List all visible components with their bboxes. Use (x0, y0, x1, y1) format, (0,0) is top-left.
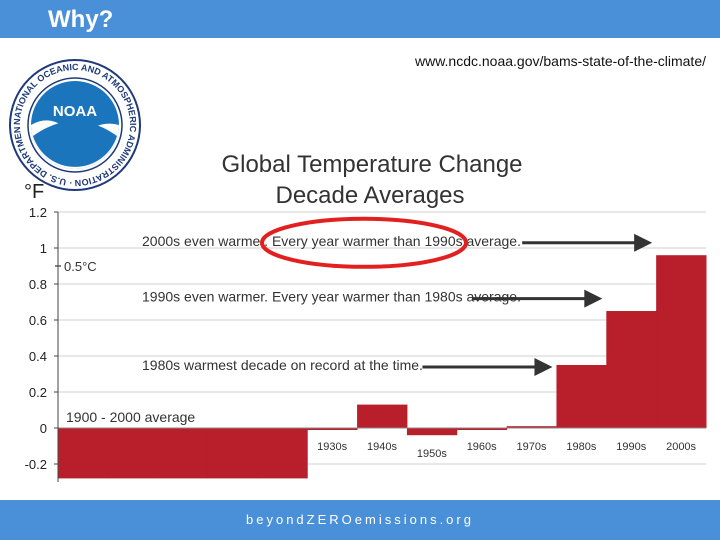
chart-title-line1: Global Temperature Change (221, 151, 522, 178)
bar-1900s (157, 428, 209, 479)
bar-1880s (58, 428, 109, 479)
temperature-chart: 1930s 1940s 1950s 1960s 1970s 1980s 1990s 2000s… (24, 151, 707, 482)
bar-2000s (656, 255, 707, 428)
x-tick-label: 1940s (367, 441, 397, 453)
x-tick-label: 1930s (317, 441, 347, 453)
bar-1990s (606, 311, 657, 428)
bar-1920s (257, 428, 308, 479)
celsius-marker-label: 0.5°C (64, 259, 97, 274)
annotation-text: 1980s warmest decade on record at the ti… (142, 357, 423, 373)
annotations: 1900 - 2000 average 0.5°C 2000s even warme… (55, 216, 653, 425)
y-axis-unit-label: °F (24, 181, 44, 203)
y-tick-label: -0.2 (25, 457, 47, 472)
bar-1980s (556, 365, 607, 428)
y-tick-label: 1 (40, 241, 47, 256)
chart-title-line2: Decade Averages (275, 182, 464, 209)
baseline-label: 1900 - 2000 average (66, 409, 195, 425)
y-tick-label: 0.6 (29, 313, 47, 328)
source-url[interactable]: www.ncdc.noaa.gov/bams-state-of-the-clim… (414, 53, 706, 69)
footer-bar: beyondZEROemissions.org (0, 500, 720, 540)
x-tick-label: 1970s (517, 441, 547, 453)
bar-1910s (207, 428, 258, 479)
y-tick-label: 0 (40, 421, 47, 436)
annotation-text: 2000s even warmer. Every year warmer tha… (142, 233, 521, 249)
x-tick-label: 1980s (566, 441, 596, 453)
annotation-text: 1990s even warmer. Every year warmer tha… (142, 289, 521, 305)
x-tick-label: 1960s (467, 441, 497, 453)
y-tick-label: 0.8 (29, 277, 47, 292)
annotation-arrow-head (584, 289, 603, 308)
bar-1950s (406, 428, 458, 436)
footer-website[interactable]: beyondZEROemissions.org (246, 512, 474, 527)
bar-1930s (307, 428, 358, 430)
slide-title: Why? (48, 6, 114, 33)
x-tick-label: 2000s (666, 441, 696, 453)
y-tick-label: 1.2 (29, 205, 47, 220)
bars: 1930s 1940s 1950s 1960s 1970s 1980s 1990s 2000s (58, 255, 707, 479)
bar-1940s (357, 404, 408, 428)
header-bar (0, 0, 720, 38)
y-tick-label: 0.4 (29, 349, 47, 364)
y-tick-label: 0.2 (29, 385, 47, 400)
logo-center-text: NOAA (53, 103, 97, 120)
annotation-arrow-head (534, 358, 553, 376)
noaa-logo-icon: NATIONAL OCEANIC AND ATMOSPHERIC ADMINIS… (8, 58, 141, 191)
annotation-arrow-head (634, 233, 653, 252)
highlight-circle (260, 216, 468, 269)
x-tick-label: 1950s (417, 448, 447, 460)
bar-1890s (107, 428, 159, 479)
x-tick-label: 1990s (616, 441, 646, 453)
bar-1960s (456, 428, 508, 430)
y-axis: -0.2 0 0.2 0.4 0.6 0.8 1 1.2 (25, 205, 59, 482)
bar-1970s (506, 426, 557, 429)
